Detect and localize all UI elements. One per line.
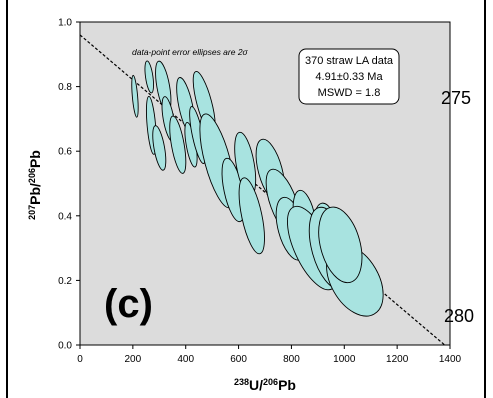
result-box-line-1: 370 straw LA data xyxy=(305,55,394,67)
figure-frame xyxy=(6,0,486,398)
x-tick-label: 1000 xyxy=(333,354,356,365)
y-tick-label: 0.2 xyxy=(58,276,72,287)
side-label-top: 275 xyxy=(441,88,471,108)
x-tick-label: 600 xyxy=(230,354,247,365)
y-axis: 0.0 0.2 0.4 0.6 0.8 1.0 xyxy=(58,18,80,352)
error-ellipse-2 xyxy=(144,60,154,94)
result-box-line-2: 4.91±0.33 Ma xyxy=(315,71,383,83)
x-axis: 0 200 400 600 800 1000 1200 1400 xyxy=(77,345,462,365)
error-ellipse-24 xyxy=(318,206,363,284)
error-ellipse-1 xyxy=(131,74,139,118)
error-ellipse-4 xyxy=(152,125,167,171)
x-tick-label: 800 xyxy=(283,354,300,365)
error-note: data-point error ellipses are 2σ xyxy=(132,47,249,57)
x-axis-label-sup-2: 206 xyxy=(263,377,278,387)
error-ellipse-7 xyxy=(169,115,187,174)
x-tick-label: 200 xyxy=(125,354,142,365)
y-tick-label: 0.4 xyxy=(58,211,72,222)
result-box-line-3: MSWD = 1.8 xyxy=(318,87,381,99)
x-tick-label: 1200 xyxy=(386,354,409,365)
x-axis-label-part-1: U/ xyxy=(249,377,263,393)
y-axis-label-sup-1: 207 xyxy=(27,205,37,220)
x-axis-label: 238U/206Pb xyxy=(234,377,296,393)
side-label-bottom: 280 xyxy=(444,306,474,326)
x-tick-label: 1400 xyxy=(439,354,462,365)
y-axis-label: 207Pb/206Pb xyxy=(27,150,43,220)
y-axis-label-part-2: Pb xyxy=(27,150,43,168)
x-axis-label-sup-1: 238 xyxy=(234,377,249,387)
y-axis-label-part-1: Pb/ xyxy=(27,183,43,205)
panel-label: (c) xyxy=(104,282,153,326)
y-axis-label-sup-2: 206 xyxy=(27,168,37,183)
y-tick-label: 0.0 xyxy=(58,341,72,352)
y-tick-label: 1.0 xyxy=(58,18,72,29)
result-box: 370 straw LA data 4.91±0.33 Ma MSWD = 1.… xyxy=(298,48,400,105)
ellipse-layer xyxy=(131,60,384,317)
x-axis-label-part-2: Pb xyxy=(278,377,296,393)
error-ellipse-15 xyxy=(238,177,265,255)
result-box-frame xyxy=(298,48,400,105)
y-tick-label: 0.8 xyxy=(58,82,72,93)
x-tick-label: 0 xyxy=(77,354,83,365)
y-tick-label: 0.6 xyxy=(58,147,72,158)
x-tick-label: 400 xyxy=(177,354,194,365)
